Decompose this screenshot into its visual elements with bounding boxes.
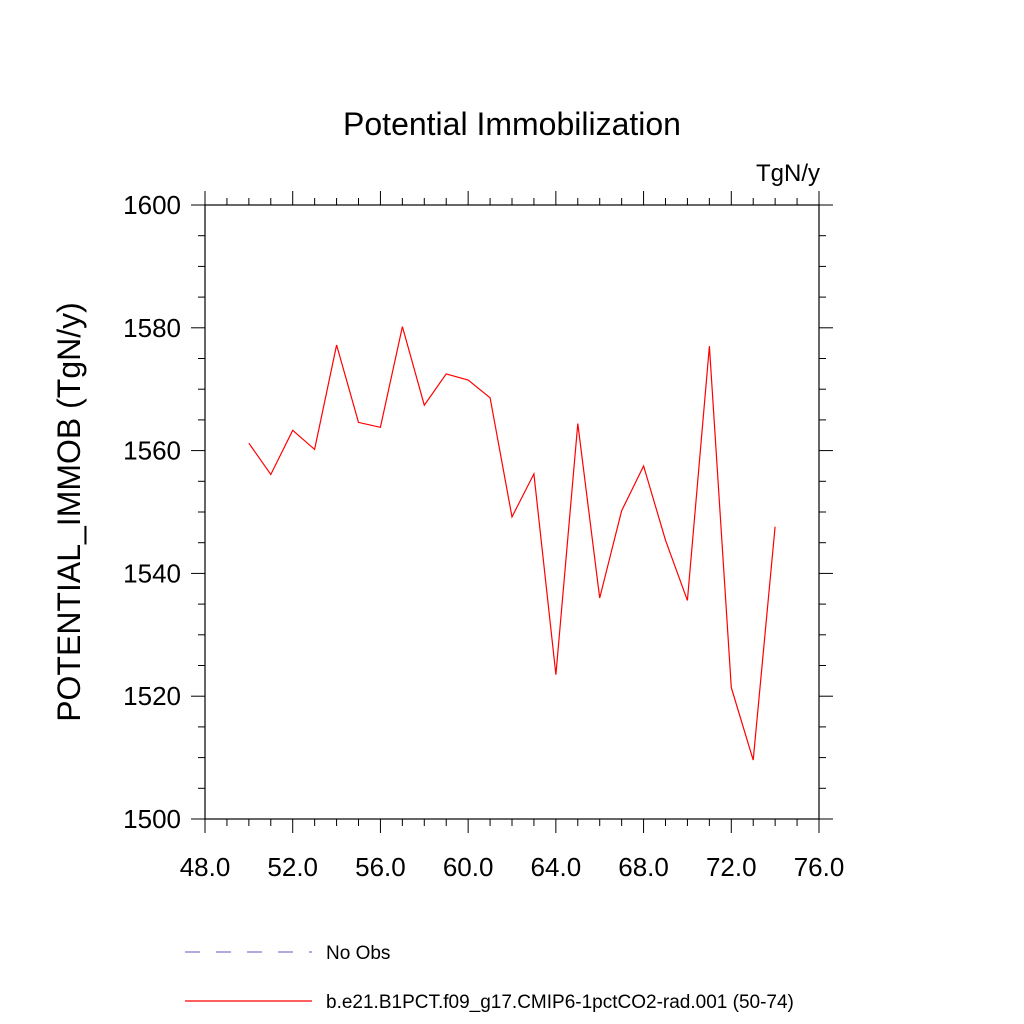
x-tick-label: 72.0 [706,852,757,882]
y-tick-label: 1560 [123,436,181,466]
y-tick-label: 1520 [123,681,181,711]
x-tick-label: 60.0 [443,852,494,882]
legend-label: No Obs [326,943,390,964]
legend: No Obs b.e21.B1PCT.f09_g17.CMIP6-1pctCO2-… [185,943,794,1013]
plot-layer: 48.0 52.0 56.0 60.0 64.0 68.0 72.0 76.0 1500 1520… [123,190,844,882]
y-tick-label: 1500 [123,804,181,834]
y-tick-label: 1600 [123,190,181,220]
x-tick-label: 68.0 [618,852,669,882]
x-tick-label: 52.0 [267,852,318,882]
plot-frame [204,204,820,820]
y-tick-label: 1540 [123,558,181,588]
y-axis-label: POTENTIAL_IMMOB (TgN/y) [51,302,87,722]
series-line [248,326,776,761]
x-tick-label: 48.0 [180,852,231,882]
y-tick-label: 1580 [123,313,181,343]
chart-title: Potential Immobilization [343,106,681,142]
units-label: TgN/y [756,160,820,187]
x-tick-label: 76.0 [794,852,845,882]
legend-label: b.e21.B1PCT.f09_g17.CMIP6-1pctCO2-rad.00… [326,992,794,1013]
x-tick-label: 56.0 [355,852,406,882]
x-tick-label: 64.0 [531,852,582,882]
